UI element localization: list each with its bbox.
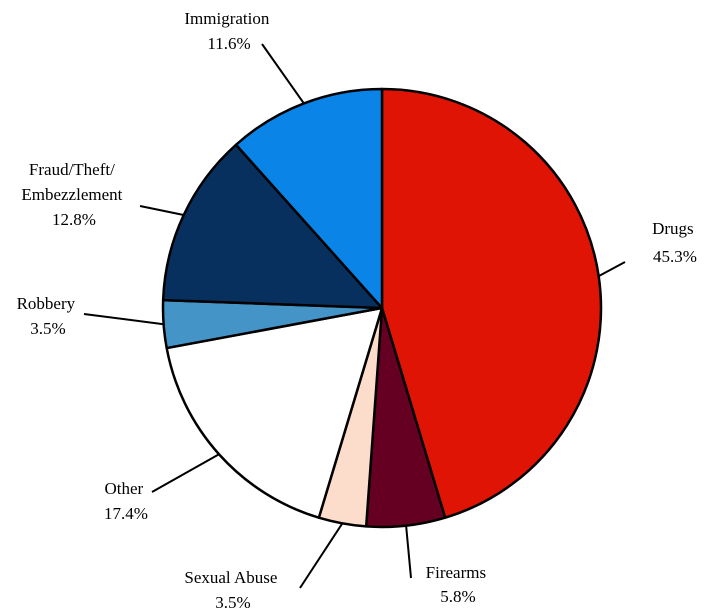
slice-value-fraud: 12.8%: [52, 210, 96, 229]
slice-name-fraud-line1: Fraud/Theft/: [29, 160, 115, 179]
slice-label-immigration: Immigration 11.6%: [184, 9, 273, 53]
slice-label-other: Other 17.4%: [104, 479, 148, 523]
leader-line-immigration: [261, 43, 305, 104]
pie-slice-drugs: [380, 87, 603, 519]
slice-name-immigration: Immigration: [184, 9, 269, 28]
leader-line-firearms: [405, 525, 412, 579]
pie-slice-fraud-theft-embezzlement: [161, 143, 384, 310]
leader-line-other: [151, 453, 220, 493]
slice-name-fraud-line2: Embezzlement: [21, 185, 122, 204]
pie-slices: [161, 87, 603, 529]
slice-name-other: Other: [105, 479, 144, 498]
leader-lines: [83, 43, 626, 589]
slice-value-other: 17.4%: [104, 504, 148, 523]
slice-label-fraud: Fraud/Theft/ Embezzlement 12.8%: [21, 160, 126, 229]
slice-name-drugs: Drugs: [652, 219, 694, 238]
leader-line-sexual-abuse: [299, 522, 344, 589]
slice-value-firearms: 5.8%: [440, 587, 475, 606]
slice-value-sexual-abuse: 3.5%: [215, 593, 250, 612]
slice-label-sexual-abuse: Sexual Abuse 3.5%: [184, 568, 281, 612]
slice-label-firearms: Firearms 5.8%: [426, 563, 491, 606]
slice-value-robbery: 3.5%: [30, 319, 65, 338]
slice-name-sexual-abuse: Sexual Abuse: [184, 568, 277, 587]
leader-line-robbery: [83, 313, 164, 326]
pie-slice-immigration: [234, 87, 384, 310]
leader-line-drugs: [598, 261, 626, 277]
slice-name-firearms: Firearms: [426, 563, 486, 582]
slice-label-drugs: Drugs 45.3%: [652, 219, 698, 266]
slice-value-immigration: 11.6%: [207, 34, 250, 53]
slice-label-robbery: Robbery 3.5%: [17, 294, 80, 338]
leader-line-fraud-theft-embezzlement: [139, 205, 184, 216]
slice-name-robbery: Robbery: [17, 294, 76, 313]
slice-value-drugs: 45.3%: [653, 247, 697, 266]
